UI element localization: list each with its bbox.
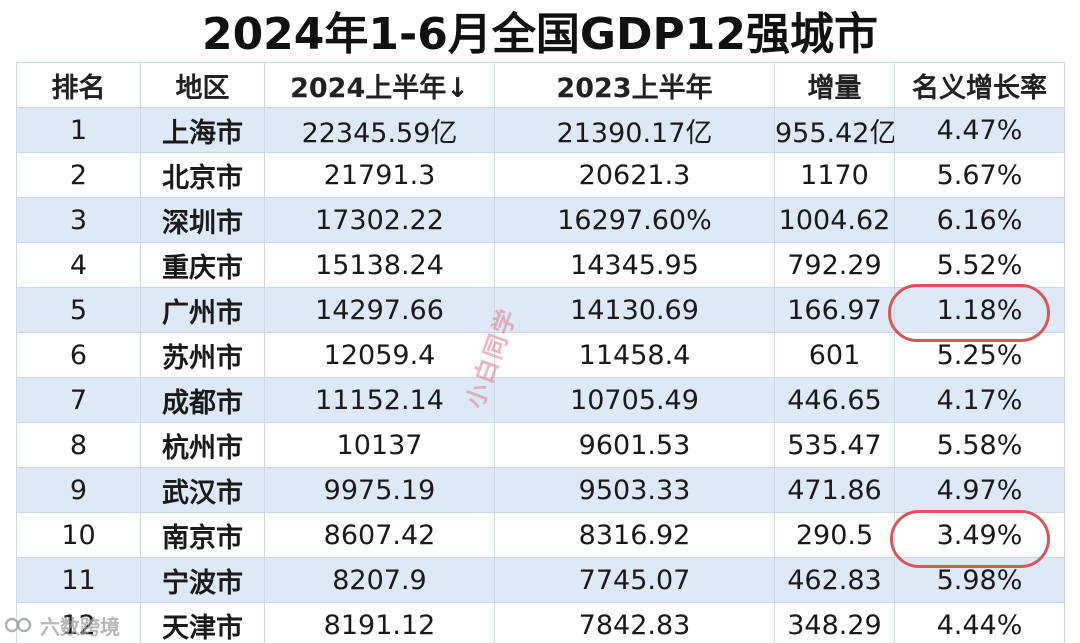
table-row: 4 重庆市 15138.24 14345.95 792.29 5.52%	[16, 242, 1065, 288]
city-cell: 苏州市	[140, 332, 265, 378]
table-row: 9 武汉市 9975.19 9503.33 471.86 4.97%	[16, 467, 1065, 513]
gdp-2024-cell: 11152.14	[264, 377, 495, 423]
gdp-2024-cell: 8191.12	[264, 602, 495, 643]
table-row: 10 南京市 8607.42 8316.92 290.5 3.49%	[16, 512, 1065, 558]
table-row: 11 宁波市 8207.9 7745.07 462.83 5.98%	[16, 557, 1065, 603]
column-header-rank: 排名	[16, 62, 141, 108]
increase-cell: 446.65	[774, 377, 895, 423]
gdp-2023-cell: 10705.49	[494, 377, 775, 423]
growth-cell: 6.16%	[894, 197, 1065, 243]
column-header-2024-h1[interactable]: 2024上半年↓	[264, 62, 495, 108]
gdp-2023-cell: 14130.69	[494, 287, 775, 333]
table-row: 12 天津市 8191.12 7842.83 348.29 4.44%	[16, 602, 1065, 643]
increase-cell: 462.83	[774, 557, 895, 603]
increase-cell: 1170	[774, 152, 895, 198]
city-cell: 南京市	[140, 512, 265, 558]
gdp-2023-cell: 11458.4	[494, 332, 775, 378]
growth-cell: 4.17%	[894, 377, 1065, 423]
increase-cell: 471.86	[774, 467, 895, 513]
rank-cell: 4	[16, 242, 141, 288]
growth-cell: 5.58%	[894, 422, 1065, 468]
city-cell: 武汉市	[140, 467, 265, 513]
growth-cell: 5.25%	[894, 332, 1065, 378]
increase-cell: 1004.62	[774, 197, 895, 243]
growth-cell: 4.44%	[894, 602, 1065, 643]
growth-cell: 5.52%	[894, 242, 1065, 288]
gdp-2024-cell: 15138.24	[264, 242, 495, 288]
gdp-2024-cell: 14297.66	[264, 287, 495, 333]
gdp-2024-cell: 10137	[264, 422, 495, 468]
gdp-2023-cell: 14345.95	[494, 242, 775, 288]
city-cell: 深圳市	[140, 197, 265, 243]
gdp-2023-cell: 8316.92	[494, 512, 775, 558]
rank-cell: 10	[16, 512, 141, 558]
growth-cell: 3.49%	[894, 512, 1065, 558]
gdp-2023-cell: 21390.17亿	[494, 107, 775, 153]
table-header-row: 排名 地区 2024上半年↓ 2023上半年 增量 名义增长率	[16, 62, 1065, 108]
logo-icon	[4, 614, 34, 636]
city-cell: 重庆市	[140, 242, 265, 288]
column-header-2023-h1: 2023上半年	[494, 62, 775, 108]
table-row: 6 苏州市 12059.4 11458.4 601 5.25%	[16, 332, 1065, 378]
increase-cell: 290.5	[774, 512, 895, 558]
city-cell: 天津市	[140, 602, 265, 643]
column-header-growth-rate: 名义增长率	[894, 62, 1065, 108]
city-cell: 广州市	[140, 287, 265, 333]
growth-cell: 4.97%	[894, 467, 1065, 513]
rank-cell: 8	[16, 422, 141, 468]
increase-cell: 601	[774, 332, 895, 378]
increase-cell: 535.47	[774, 422, 895, 468]
gdp-2024-cell: 8607.42	[264, 512, 495, 558]
rank-cell: 6	[16, 332, 141, 378]
gdp-2024-cell: 12059.4	[264, 332, 495, 378]
city-cell: 杭州市	[140, 422, 265, 468]
increase-cell: 166.97	[774, 287, 895, 333]
gdp-2024-cell: 22345.59亿	[264, 107, 495, 153]
gdp-2024-cell: 8207.9	[264, 557, 495, 603]
gdp-2023-cell: 20621.3	[494, 152, 775, 198]
gdp-2024-cell: 21791.3	[264, 152, 495, 198]
increase-cell: 792.29	[774, 242, 895, 288]
table-row: 5 广州市 14297.66 14130.69 166.97 1.18%	[16, 287, 1065, 333]
gdp-2023-cell: 16297.60%	[494, 197, 775, 243]
table-row: 2 北京市 21791.3 20621.3 1170 5.67%	[16, 152, 1065, 198]
growth-cell: 1.18%	[894, 287, 1065, 333]
page-title: 2024年1-6月全国GDP12强城市	[201, 9, 879, 60]
rank-cell: 2	[16, 152, 141, 198]
rank-cell: 11	[16, 557, 141, 603]
growth-cell: 4.47%	[894, 107, 1065, 153]
gdp-2023-cell: 7745.07	[494, 557, 775, 603]
rank-cell: 5	[16, 287, 141, 333]
increase-cell: 348.29	[774, 602, 895, 643]
city-cell: 上海市	[140, 107, 265, 153]
rank-cell: 3	[16, 197, 141, 243]
gdp-table: 排名 地区 2024上半年↓ 2023上半年 增量 名义增长率 1 上海市 22…	[16, 62, 1065, 643]
table-row: 8 杭州市 10137 9601.53 535.47 5.58%	[16, 422, 1065, 468]
table-row: 1 上海市 22345.59亿 21390.17亿 955.42亿 4.47%	[16, 107, 1065, 153]
gdp-2023-cell: 9601.53	[494, 422, 775, 468]
rank-cell: 1	[16, 107, 141, 153]
source-logo: 六数跨境	[4, 610, 120, 640]
logo-text: 六数跨境	[40, 614, 120, 639]
growth-cell: 5.67%	[894, 152, 1065, 198]
gdp-2023-cell: 9503.33	[494, 467, 775, 513]
increase-cell: 955.42亿	[774, 107, 895, 153]
column-header-increase: 增量	[774, 62, 895, 108]
gdp-2023-cell: 7842.83	[494, 602, 775, 643]
table-row: 3 深圳市 17302.22 16297.60% 1004.62 6.16%	[16, 197, 1065, 243]
growth-cell: 5.98%	[894, 557, 1065, 603]
gdp-2024-cell: 9975.19	[264, 467, 495, 513]
rank-cell: 7	[16, 377, 141, 423]
column-header-region: 地区	[140, 62, 265, 108]
table-row: 7 成都市 11152.14 10705.49 446.65 4.17%	[16, 377, 1065, 423]
gdp-2024-cell: 17302.22	[264, 197, 495, 243]
city-cell: 北京市	[140, 152, 265, 198]
city-cell: 成都市	[140, 377, 265, 423]
rank-cell: 9	[16, 467, 141, 513]
city-cell: 宁波市	[140, 557, 265, 603]
